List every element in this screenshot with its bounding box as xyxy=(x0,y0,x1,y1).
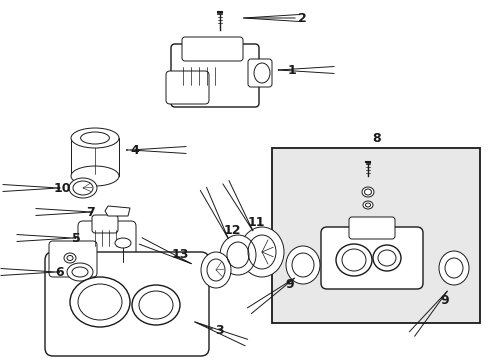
Ellipse shape xyxy=(64,253,76,263)
FancyBboxPatch shape xyxy=(247,59,271,87)
Text: 8: 8 xyxy=(371,131,380,144)
Ellipse shape xyxy=(285,246,319,284)
Bar xyxy=(271,148,479,323)
Ellipse shape xyxy=(220,235,256,275)
FancyBboxPatch shape xyxy=(320,227,422,289)
FancyBboxPatch shape xyxy=(182,37,243,61)
Ellipse shape xyxy=(67,263,93,281)
Ellipse shape xyxy=(335,244,371,276)
Ellipse shape xyxy=(69,178,97,198)
Text: 12: 12 xyxy=(224,224,241,237)
Text: 2: 2 xyxy=(297,12,306,24)
Ellipse shape xyxy=(362,201,372,209)
Text: 13: 13 xyxy=(172,248,189,261)
Ellipse shape xyxy=(240,227,284,277)
FancyBboxPatch shape xyxy=(165,71,208,104)
Text: 5: 5 xyxy=(72,231,81,244)
Text: 9: 9 xyxy=(439,293,447,306)
Text: 11: 11 xyxy=(247,216,265,229)
Ellipse shape xyxy=(438,251,468,285)
Ellipse shape xyxy=(372,245,400,271)
FancyBboxPatch shape xyxy=(348,217,394,239)
Text: 6: 6 xyxy=(55,266,63,279)
Polygon shape xyxy=(105,206,130,216)
FancyBboxPatch shape xyxy=(171,44,259,107)
FancyBboxPatch shape xyxy=(45,252,208,356)
FancyBboxPatch shape xyxy=(92,215,118,233)
Ellipse shape xyxy=(201,252,230,288)
FancyBboxPatch shape xyxy=(49,241,97,277)
Text: 1: 1 xyxy=(287,63,296,77)
Text: 4: 4 xyxy=(130,144,139,157)
Text: 7: 7 xyxy=(86,206,95,219)
Ellipse shape xyxy=(71,128,119,148)
Ellipse shape xyxy=(71,166,119,186)
Text: 10: 10 xyxy=(54,181,71,194)
Ellipse shape xyxy=(115,238,131,248)
FancyBboxPatch shape xyxy=(78,221,136,259)
Text: 9: 9 xyxy=(285,279,293,292)
Ellipse shape xyxy=(70,277,130,327)
Ellipse shape xyxy=(361,187,373,197)
Text: 3: 3 xyxy=(215,324,223,337)
Ellipse shape xyxy=(132,285,180,325)
